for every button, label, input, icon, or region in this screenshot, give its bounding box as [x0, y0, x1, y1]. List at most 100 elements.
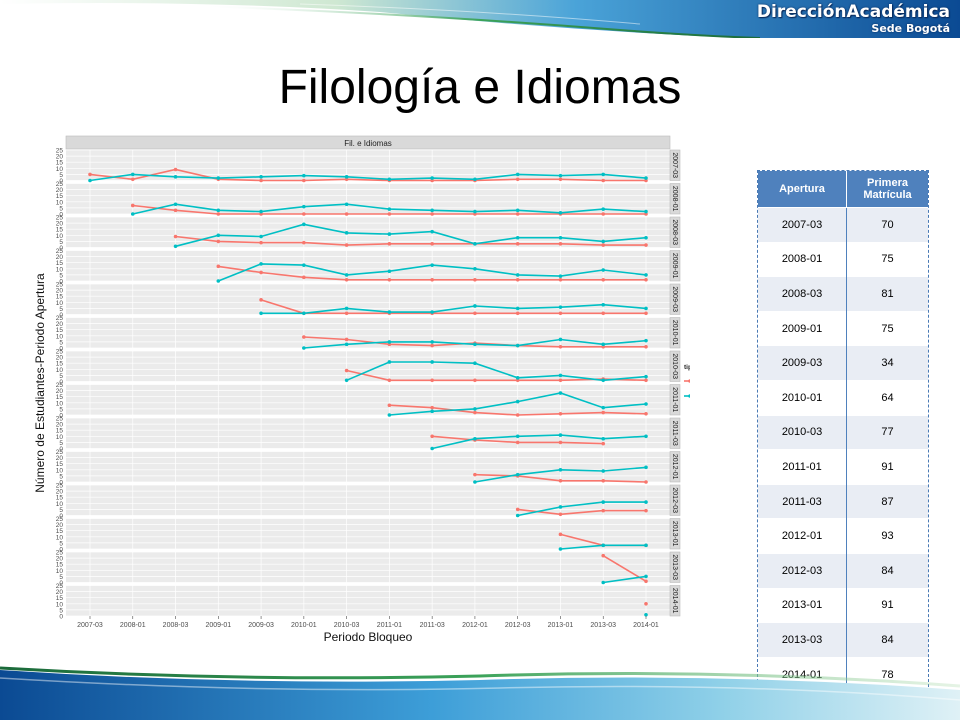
data-point-acad: [173, 208, 178, 213]
y-tick-label: 0: [59, 580, 63, 587]
y-tick-label: 20: [56, 288, 64, 295]
y-tick-label: 5: [59, 306, 63, 313]
data-point-nacad: [558, 468, 563, 472]
data-point-nacad: [558, 433, 563, 437]
data-point-acad: [173, 234, 178, 239]
data-point-nacad: [430, 446, 434, 451]
data-point-nacad: [216, 176, 221, 180]
y-tick-label: 20: [56, 355, 64, 362]
data-point-nacad: [644, 374, 648, 379]
data-point-acad: [130, 177, 135, 182]
data-point-nacad: [558, 337, 563, 342]
facet-panel-background: [66, 585, 670, 616]
y-tick-label: 5: [59, 339, 63, 346]
y-tick-label: 15: [56, 595, 64, 602]
data-point-acad: [302, 212, 306, 216]
data-point-nacad: [430, 409, 434, 414]
y-tick-label: 10: [56, 266, 64, 273]
x-tick-label: 2011-01: [377, 622, 402, 629]
table-cell-primera-matricula: 75: [846, 241, 928, 277]
data-point-nacad: [173, 175, 178, 179]
data-point-nacad: [216, 279, 221, 283]
data-point-nacad: [515, 513, 520, 518]
data-point-acad: [601, 553, 606, 558]
facet-strip-label: 2007-03: [671, 152, 678, 178]
facet-strip: [669, 317, 681, 349]
y-tick-label: 20: [56, 422, 64, 429]
data-point-nacad: [430, 229, 434, 234]
data-point-nacad: [473, 407, 477, 411]
data-point-nacad: [387, 360, 392, 364]
series-line-nacad: [517, 501, 646, 517]
y-tick-label: 5: [59, 540, 63, 547]
facet-panel-background: [66, 418, 670, 449]
data-point-acad: [473, 410, 477, 415]
y-tick-label: 10: [56, 501, 64, 508]
y-tick-label: 25: [56, 349, 64, 356]
y-tick-label: 5: [59, 373, 63, 380]
y-tick-label: 25: [56, 583, 64, 590]
table-row: 2010-03 77: [758, 414, 928, 450]
y-tick-label: 15: [56, 193, 64, 200]
data-point-acad: [216, 264, 221, 269]
data-point-acad: [473, 277, 477, 282]
y-tick-label: 25: [56, 483, 64, 490]
x-tick-label: 2008-03: [163, 622, 189, 629]
data-point-nacad: [515, 235, 520, 240]
data-point-acad: [259, 298, 263, 302]
data-point-nacad: [644, 612, 648, 617]
table-row: 2012-03 84: [758, 552, 928, 589]
y-tick-label: 25: [56, 382, 64, 389]
facet-panel-background: [66, 284, 670, 315]
data-point-acad: [430, 378, 434, 383]
faceted-line-chart: Fil. e Idiomas05101520252007-03051015202…: [33, 135, 690, 644]
data-point-acad: [387, 242, 392, 246]
data-point-nacad: [558, 373, 563, 378]
table-cell-apertura: 2012-01: [758, 518, 847, 554]
data-point-nacad: [259, 311, 263, 316]
data-point-acad: [601, 277, 606, 282]
x-tick-label: 2007-03: [77, 622, 103, 629]
table-cell-primera-matricula: 34: [846, 345, 928, 381]
table-cell-primera-matricula: 91: [846, 449, 928, 485]
x-tick-label: 2008-01: [120, 622, 146, 629]
table-row: 2010-01 64: [758, 379, 928, 416]
data-point-nacad: [302, 263, 306, 267]
y-tick-label: 0: [59, 346, 63, 353]
y-tick-label: 5: [59, 440, 63, 447]
data-point-acad: [430, 434, 434, 439]
data-point-acad: [558, 478, 563, 483]
data-point-nacad: [515, 208, 520, 213]
table-cell-primera-matricula: 70: [846, 207, 928, 243]
apertura-table-container: Apertura Primera Matrícula 2007-03 70 2008…: [757, 170, 929, 693]
data-point-nacad: [473, 304, 477, 308]
facet-strip-label: 2012-01: [671, 454, 678, 480]
data-point-nacad: [430, 176, 434, 180]
data-point-nacad: [515, 172, 520, 177]
data-point-acad: [515, 311, 520, 316]
facet-strip-label: 2009-01: [671, 253, 678, 279]
facet-strip: [669, 451, 681, 483]
y-tick-label: 5: [59, 272, 63, 279]
data-point-nacad: [515, 376, 520, 380]
y-tick-label: 20: [56, 489, 64, 496]
data-point-nacad: [473, 177, 477, 182]
y-tick-label: 20: [56, 455, 64, 462]
y-tick-label: 5: [59, 574, 63, 581]
table-row: 2011-03 87: [758, 483, 928, 519]
data-point-acad: [515, 177, 520, 182]
data-point-acad: [430, 343, 434, 348]
table-row: 2011-01 91: [758, 449, 928, 485]
table-cell-apertura: 2007-03: [758, 207, 847, 243]
data-point-acad: [88, 172, 92, 177]
data-point-nacad: [601, 500, 606, 504]
data-point-acad: [558, 411, 563, 416]
y-tick-label: 0: [59, 446, 63, 453]
facet-title: Fil. e Idiomas: [344, 139, 392, 148]
y-tick-label: 15: [56, 160, 64, 167]
data-point-nacad: [130, 172, 135, 177]
x-tick-label: 2009-01: [205, 622, 231, 629]
y-tick-label: 25: [56, 315, 64, 322]
x-tick-label: 2009-03: [248, 622, 274, 629]
table-row: 2009-03 34: [758, 345, 928, 381]
